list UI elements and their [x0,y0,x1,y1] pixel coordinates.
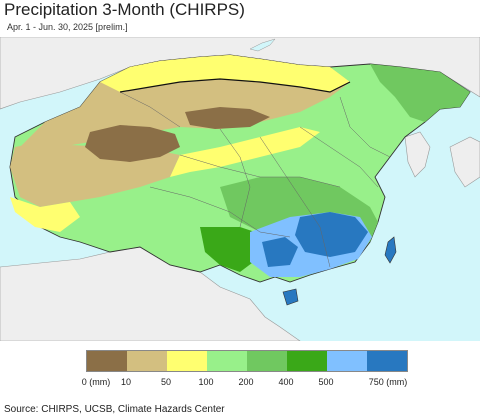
legend-swatch [87,351,127,371]
driest-brown-gobi [185,107,270,129]
legend-labels: 0 (mm) 10 50 100 200 400 500 750 (mm) [82,377,408,391]
legend-tick-label: 0 (mm) [81,377,111,387]
map-title: Precipitation 3-Month (CHIRPS) [4,0,245,19]
legend: 0 (mm) 10 50 100 200 400 500 750 (mm) [82,350,408,391]
precipitation-map [0,37,480,341]
hainan [282,288,299,306]
yellow-west [10,197,80,232]
lake-baikal [249,38,276,52]
source-credit: Source: CHIRPS, UCSB, Climate Hazards Ce… [4,404,225,415]
driest-brown-taklamakan [85,125,180,162]
legend-swatch [327,351,367,371]
legend-tick-label: 10 [120,377,132,387]
legend-tick-label: 100 [198,377,214,387]
legend-tick-label: 750 (mm) [368,377,408,387]
yellow-band [100,55,350,92]
yellow-band-mid [170,127,320,177]
national-border-mongolia [119,78,351,93]
map-subtitle: Apr. 1 - Jun. 30, 2025 [prelim.] [7,22,128,32]
legend-swatch [287,351,327,371]
outside-land-korea-japan [404,131,480,188]
taiwan [384,236,397,264]
legend-swatch [367,351,407,371]
legend-swatch [207,351,247,371]
legend-tick-label: 500 [318,377,334,387]
legend-tick-label: 400 [278,377,294,387]
legend-swatch [247,351,287,371]
legend-swatch [167,351,207,371]
legend-swatch [127,351,167,371]
province-borders [119,91,391,268]
outside-land-south [0,246,301,341]
legend-tick-label: 50 [160,377,172,387]
legend-tick-label: 200 [238,377,254,387]
green-northeast [370,64,470,122]
legend-color-bar [86,350,408,372]
wettest-blue-southeast [295,212,368,257]
wettest-blue-south [262,237,298,267]
